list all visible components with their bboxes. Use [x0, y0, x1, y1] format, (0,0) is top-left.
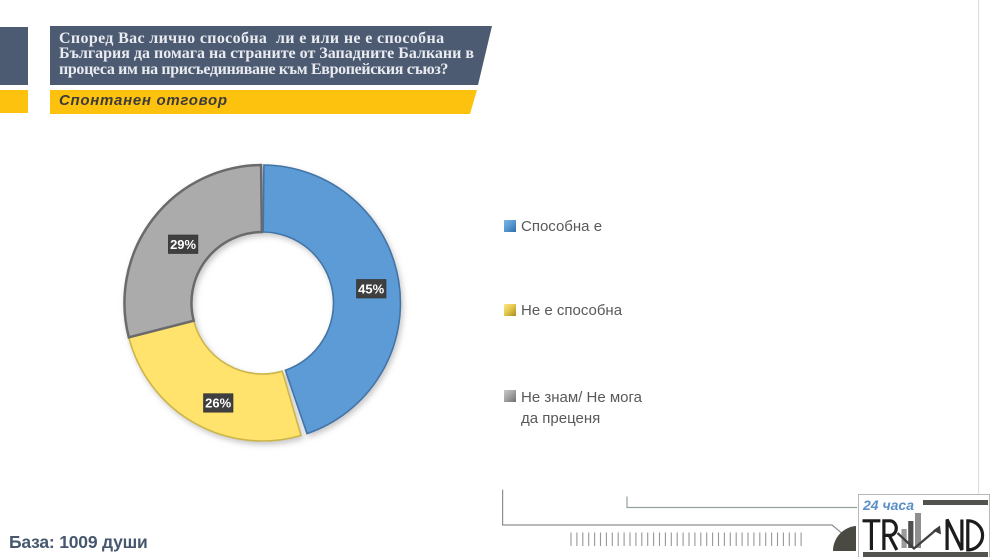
svg-text:45%: 45%	[358, 281, 384, 296]
svg-text:29%: 29%	[170, 237, 196, 252]
svg-text:26%: 26%	[205, 396, 231, 411]
